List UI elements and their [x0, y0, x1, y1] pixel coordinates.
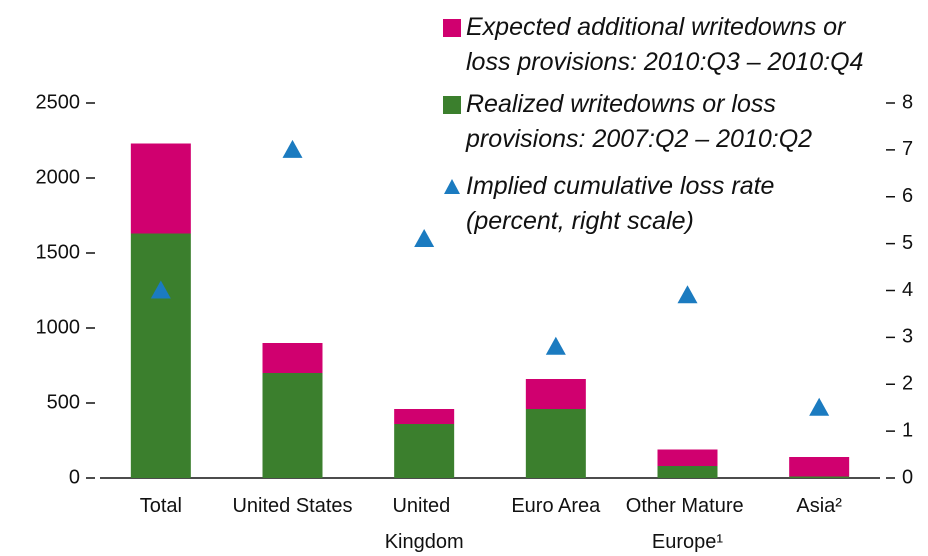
bar-segment	[789, 476, 850, 478]
y-tick-label: 2000	[36, 166, 81, 188]
bar-segment	[262, 373, 323, 478]
y2-tick-label: 3	[902, 326, 913, 348]
bar-segment	[789, 457, 850, 477]
legend-label: Realized writedowns or loss provisions: …	[465, 90, 812, 153]
loss-rate-marker	[414, 228, 435, 247]
legend-marker	[443, 19, 461, 37]
x-tick-label: United Kingdom	[385, 495, 464, 553]
y2-tick-label: 5	[902, 232, 913, 254]
bar-segment	[657, 466, 718, 478]
legend-marker	[444, 179, 460, 194]
y-tick-label: 1500	[36, 241, 81, 263]
y2-tick-label: 2	[902, 373, 913, 395]
y-tick-label: 2500	[36, 91, 81, 113]
loss-rate-marker	[282, 139, 303, 158]
bar-segment	[525, 379, 586, 409]
legend-marker	[443, 96, 461, 114]
bar-segment	[657, 449, 718, 466]
legend-label: Expected additional writedowns or loss p…	[466, 13, 863, 76]
y-tick-label: 0	[69, 466, 80, 488]
x-tick-label: Total	[140, 495, 182, 517]
y-tick-label: 1000	[36, 316, 81, 338]
y2-tick-label: 7	[902, 138, 913, 160]
x-tick-label: Asia²	[796, 495, 842, 517]
loss-rate-marker	[545, 336, 566, 355]
x-tick-label: Other Mature Europe¹	[626, 495, 749, 553]
loss-rate-marker	[150, 280, 171, 299]
y-tick-label: 500	[47, 391, 80, 413]
y2-tick-label: 0	[902, 466, 913, 488]
y2-tick-label: 4	[902, 279, 913, 301]
y2-tick-label: 8	[902, 91, 913, 113]
bar-segment	[394, 409, 455, 424]
bar-segment	[130, 143, 191, 234]
x-tick-label: Euro Area	[511, 495, 601, 517]
bar-segment	[525, 409, 586, 478]
loss-rate-marker	[677, 285, 698, 304]
bar-segment	[262, 343, 323, 373]
legend-label: Implied cumulative loss rate (percent, r…	[466, 172, 781, 235]
x-tick-label: United States	[232, 495, 352, 517]
y2-tick-label: 1	[902, 419, 913, 441]
bar-segment	[394, 424, 455, 478]
loss-rate-marker	[809, 397, 830, 416]
bar-segment	[130, 233, 191, 478]
y2-tick-label: 6	[902, 185, 913, 207]
